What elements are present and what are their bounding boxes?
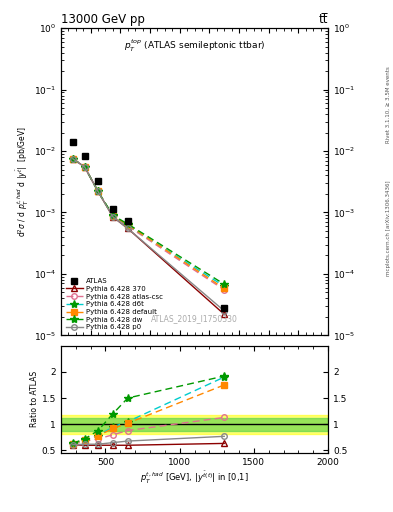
- Legend: ATLAS, Pythia 6.428 370, Pythia 6.428 atlas-csc, Pythia 6.428 d6t, Pythia 6.428 : ATLAS, Pythia 6.428 370, Pythia 6.428 at…: [64, 276, 164, 332]
- Line: Pythia 6.428 370: Pythia 6.428 370: [70, 156, 227, 317]
- Pythia 6.428 dw: [95, 188, 100, 195]
- ATLAS: [125, 218, 130, 224]
- Pythia 6.428 dw: [125, 221, 130, 227]
- Pythia 6.428 370: [70, 156, 75, 162]
- Text: tt̅: tt̅: [319, 13, 328, 26]
- Pythia 6.428 default: [125, 222, 130, 228]
- Line: ATLAS: ATLAS: [70, 139, 228, 311]
- Pythia 6.428 370: [222, 311, 227, 317]
- Pythia 6.428 370: [95, 188, 100, 195]
- ATLAS: [110, 206, 115, 212]
- Pythia 6.428 d6t: [70, 156, 75, 162]
- X-axis label: $p_T^{t,had}$ [GeV], |$y^{\bar{t}(t)}$| in [0,1]: $p_T^{t,had}$ [GeV], |$y^{\bar{t}(t)}$| …: [140, 470, 249, 486]
- Pythia 6.428 default: [222, 285, 227, 291]
- ATLAS: [95, 178, 100, 184]
- Pythia 6.428 p0: [125, 225, 130, 231]
- Pythia 6.428 370: [82, 164, 87, 170]
- ATLAS: [70, 139, 75, 145]
- Text: 13000 GeV pp: 13000 GeV pp: [61, 13, 145, 26]
- Pythia 6.428 370: [125, 225, 130, 231]
- Pythia 6.428 d6t: [95, 188, 100, 195]
- ATLAS: [82, 153, 87, 159]
- Text: $p_T^{top}$ (ATLAS semileptonic ttbar): $p_T^{top}$ (ATLAS semileptonic ttbar): [124, 37, 265, 54]
- ATLAS: [222, 305, 227, 311]
- Pythia 6.428 dw: [82, 164, 87, 170]
- Pythia 6.428 default: [110, 213, 115, 219]
- Pythia 6.428 d6t: [110, 213, 115, 219]
- Line: Pythia 6.428 p0: Pythia 6.428 p0: [70, 156, 227, 314]
- Pythia 6.428 atlas-csc: [95, 188, 100, 195]
- Pythia 6.428 d6t: [125, 222, 130, 228]
- Line: Pythia 6.428 dw: Pythia 6.428 dw: [69, 155, 228, 288]
- Y-axis label: Ratio to ATLAS: Ratio to ATLAS: [30, 371, 39, 428]
- Pythia 6.428 atlas-csc: [222, 287, 227, 293]
- Line: Pythia 6.428 default: Pythia 6.428 default: [70, 156, 227, 291]
- Pythia 6.428 default: [95, 188, 100, 195]
- Pythia 6.428 atlas-csc: [70, 156, 75, 162]
- Pythia 6.428 default: [82, 164, 87, 170]
- Y-axis label: d$^2\sigma$ / d $p_T^{t,had}$ d |$y^{\bar{t}}$|  [pb/GeV]: d$^2\sigma$ / d $p_T^{t,had}$ d |$y^{\ba…: [15, 126, 31, 237]
- Pythia 6.428 p0: [110, 214, 115, 220]
- Pythia 6.428 dw: [70, 156, 75, 162]
- Pythia 6.428 d6t: [222, 283, 227, 289]
- Pythia 6.428 d6t: [82, 164, 87, 170]
- Pythia 6.428 default: [70, 156, 75, 162]
- Text: ATLAS_2019_I1750330: ATLAS_2019_I1750330: [151, 314, 238, 323]
- Pythia 6.428 atlas-csc: [82, 164, 87, 170]
- Pythia 6.428 dw: [110, 212, 115, 218]
- Pythia 6.428 p0: [70, 156, 75, 162]
- Pythia 6.428 dw: [222, 281, 227, 287]
- Pythia 6.428 atlas-csc: [110, 213, 115, 219]
- Line: Pythia 6.428 atlas-csc: Pythia 6.428 atlas-csc: [70, 156, 227, 293]
- Pythia 6.428 p0: [82, 164, 87, 170]
- Line: Pythia 6.428 d6t: Pythia 6.428 d6t: [69, 155, 228, 290]
- Pythia 6.428 atlas-csc: [125, 223, 130, 229]
- Text: Rivet 3.1.10, ≥ 3.5M events: Rivet 3.1.10, ≥ 3.5M events: [386, 67, 391, 143]
- Text: mcplots.cern.ch [arXiv:1306.3436]: mcplots.cern.ch [arXiv:1306.3436]: [386, 180, 391, 275]
- Pythia 6.428 p0: [222, 308, 227, 314]
- Pythia 6.428 p0: [95, 188, 100, 195]
- Pythia 6.428 370: [110, 214, 115, 220]
